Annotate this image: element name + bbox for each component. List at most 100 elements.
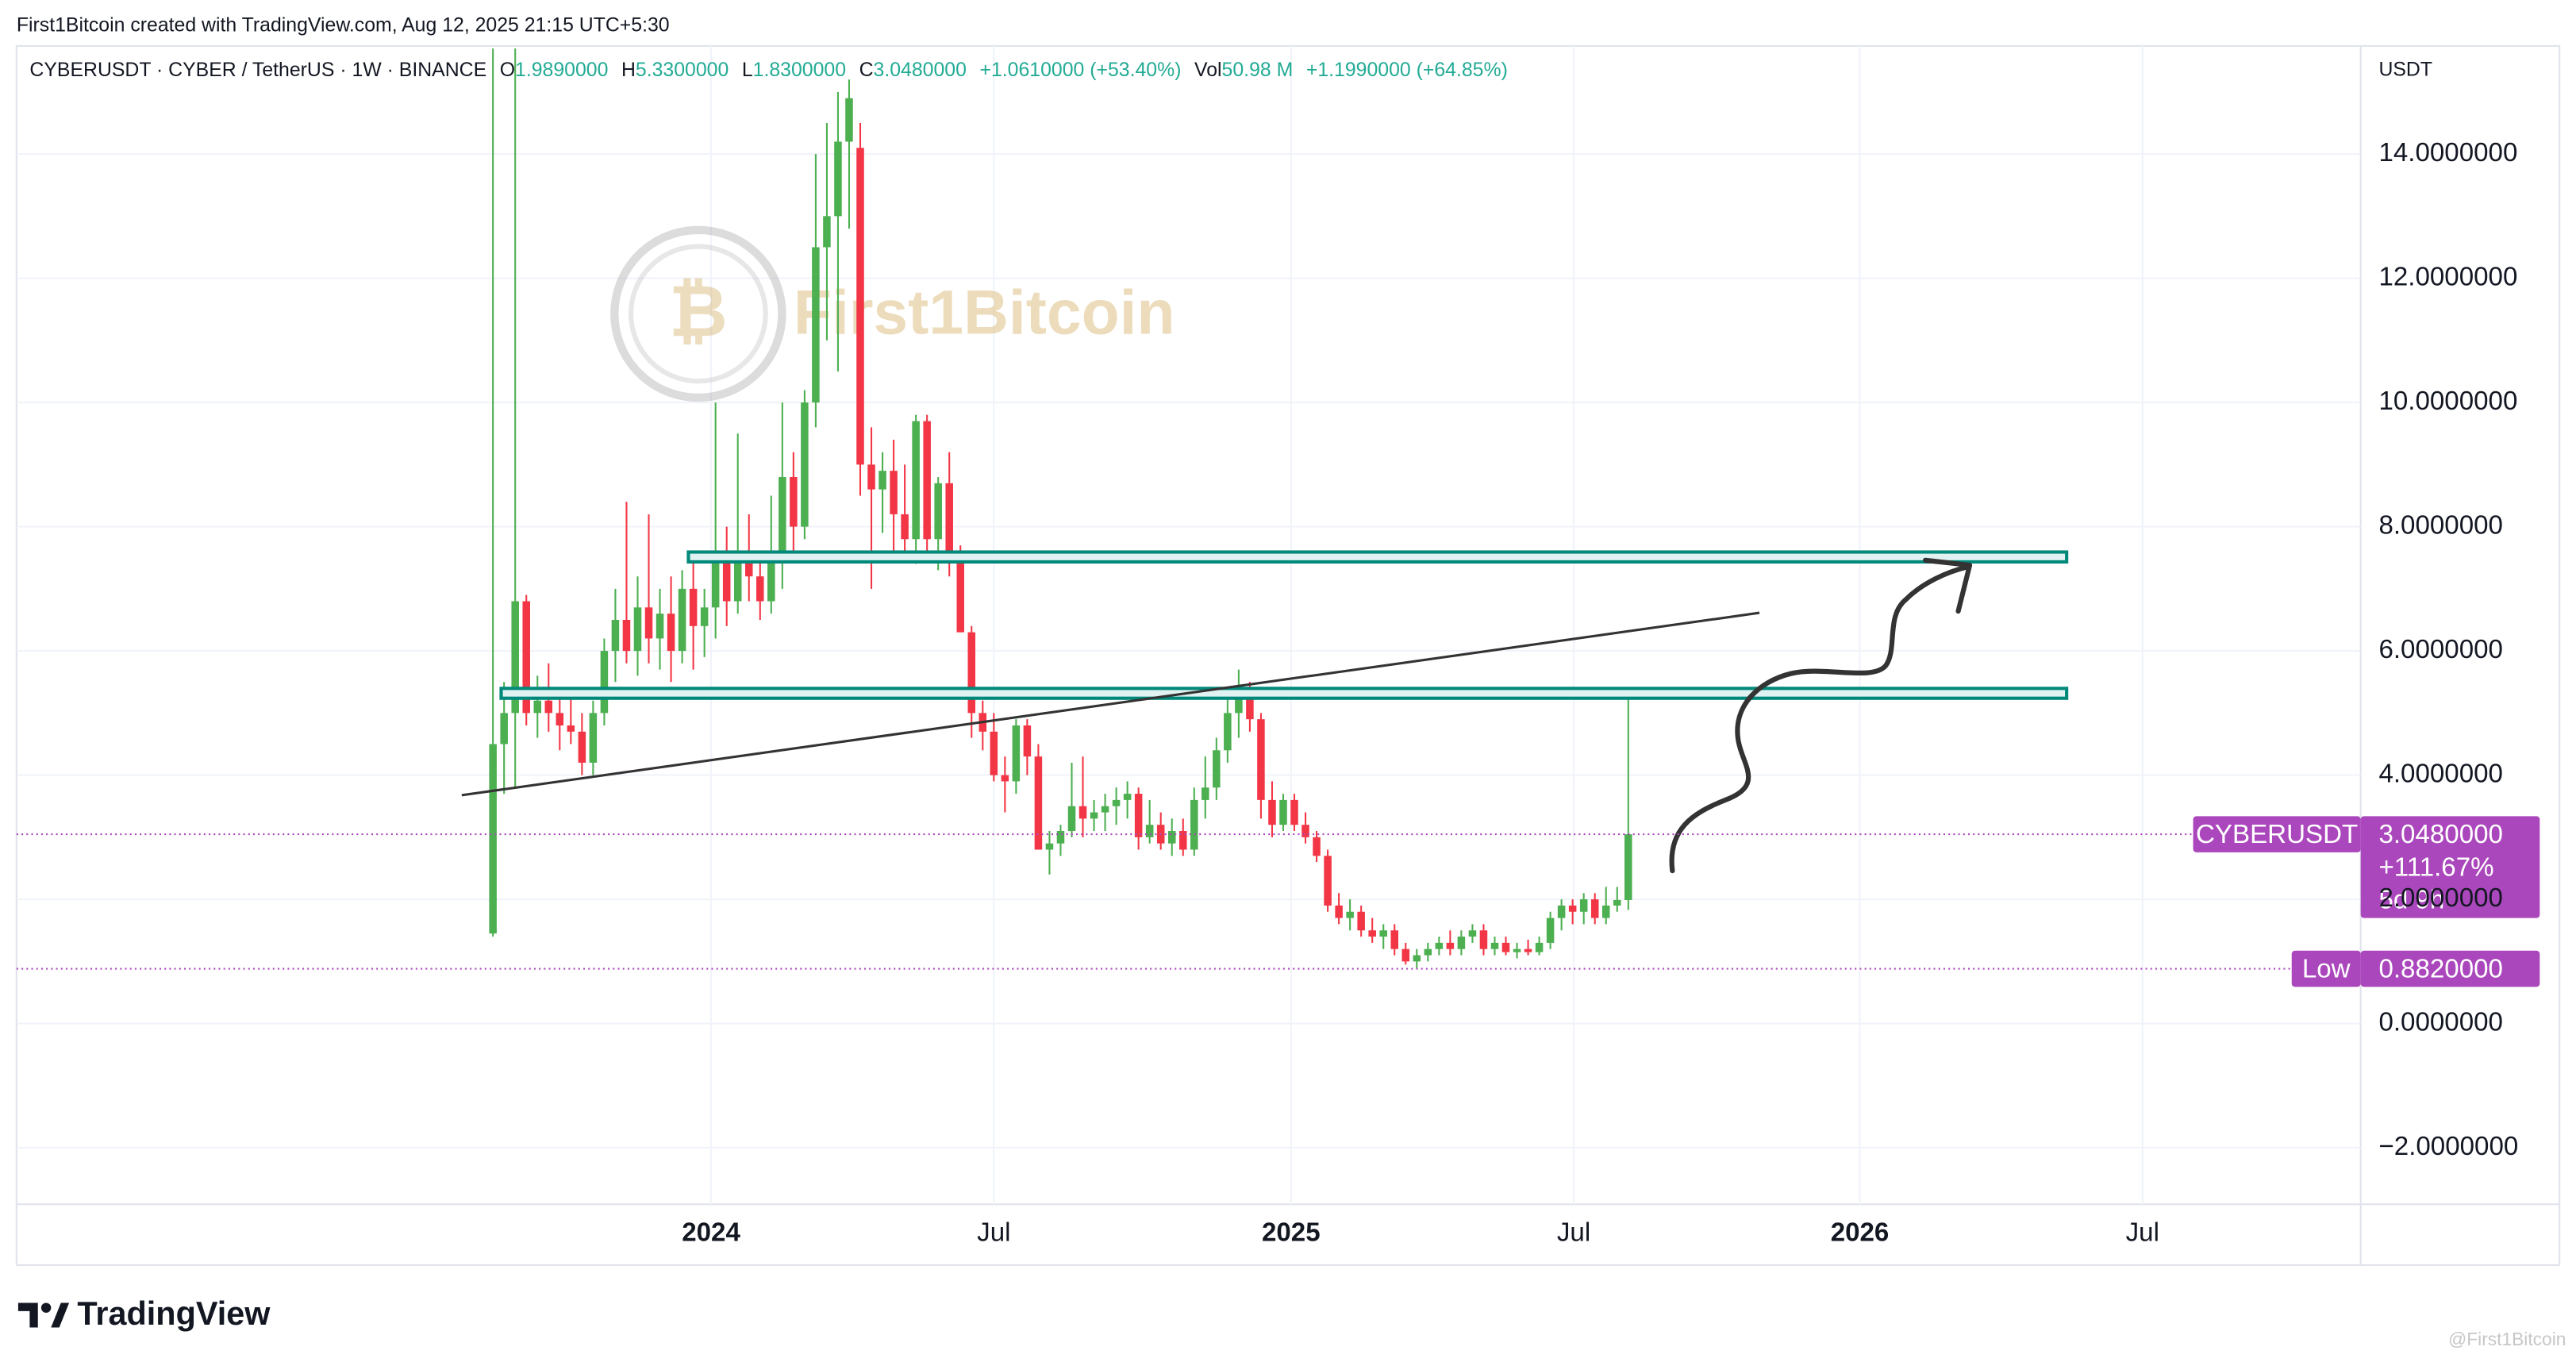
projection-arrow bbox=[1669, 564, 1971, 874]
candle-body bbox=[1624, 834, 1632, 900]
candle-body bbox=[1201, 787, 1209, 800]
candle-body bbox=[622, 619, 631, 652]
candle-body bbox=[1413, 955, 1421, 962]
candle-body bbox=[722, 557, 731, 602]
support-zone bbox=[499, 687, 2069, 700]
tradingview-logo bbox=[17, 1302, 70, 1328]
candle-body bbox=[1435, 942, 1444, 949]
candle-body bbox=[711, 557, 720, 608]
candle-body bbox=[867, 464, 875, 490]
legend-label: Vol bbox=[1194, 60, 1222, 81]
chart-frame bbox=[15, 44, 2561, 1266]
candle-body bbox=[511, 601, 519, 714]
brand: TradingView bbox=[77, 1295, 271, 1332]
x-tick-label: Jul bbox=[2126, 1218, 2159, 1247]
candle-body bbox=[578, 731, 586, 763]
corner-watermark: @First1Bitcoin bbox=[2448, 1329, 2566, 1349]
y-tick-label: 4.0000000 bbox=[2378, 759, 2503, 788]
candle-body bbox=[600, 651, 609, 714]
candle-body bbox=[967, 632, 976, 714]
candle-body bbox=[1145, 825, 1154, 837]
candle-body bbox=[901, 514, 909, 540]
candle-body bbox=[1167, 831, 1176, 844]
price-tag bbox=[2360, 816, 2540, 918]
price-labels: CYBERUSDT 3.0480000 +111.67% 5d 9h Low 0.8820… bbox=[16, 816, 2540, 987]
y-tick-label: 6.0000000 bbox=[2378, 635, 2503, 664]
candle-body bbox=[990, 731, 998, 775]
candle-body bbox=[834, 141, 842, 217]
candle-body bbox=[1546, 918, 1555, 943]
candles bbox=[489, 48, 1632, 969]
candle-body bbox=[1501, 942, 1510, 952]
x-tick-label: Jul bbox=[977, 1218, 1010, 1247]
watermark-text: First1Bitcoin bbox=[794, 277, 1175, 347]
candle-body bbox=[1446, 942, 1455, 949]
candle-body bbox=[1568, 905, 1577, 912]
candle-body bbox=[656, 614, 664, 639]
x-tick-label: 2024 bbox=[682, 1218, 740, 1247]
candle-body bbox=[611, 619, 620, 652]
candle-body bbox=[956, 557, 964, 633]
candle-body bbox=[1134, 794, 1143, 837]
trendline bbox=[461, 611, 1760, 797]
attribution: First1Bitcoin created with TradingView.c… bbox=[17, 15, 670, 37]
candle-body bbox=[1045, 843, 1054, 850]
candle-body bbox=[689, 588, 698, 626]
legend-label: H bbox=[621, 60, 636, 81]
candle-body bbox=[1123, 794, 1132, 800]
candle-body bbox=[1390, 930, 1399, 949]
candle-body bbox=[756, 576, 764, 602]
candle-body bbox=[1513, 948, 1521, 952]
candle-body bbox=[1301, 825, 1309, 837]
symbol-tag bbox=[2193, 816, 2361, 852]
resistance-zone bbox=[686, 550, 2069, 564]
candle-body bbox=[1379, 930, 1387, 937]
candle-body bbox=[1590, 899, 1599, 918]
candle-body bbox=[1001, 775, 1009, 782]
candle-body bbox=[700, 607, 709, 626]
x-tick-label: 2025 bbox=[1262, 1218, 1321, 1247]
candle-body bbox=[1112, 799, 1121, 806]
legend-value: +1.0610000 (+53.40%) bbox=[979, 60, 1181, 81]
grid bbox=[16, 45, 2361, 1205]
candle-body bbox=[667, 614, 675, 652]
candle-body bbox=[1457, 937, 1466, 949]
candle-body bbox=[1401, 948, 1410, 962]
candle-body bbox=[644, 607, 653, 639]
candle-body bbox=[1178, 831, 1187, 850]
unit: USDT bbox=[2378, 60, 2432, 81]
legend-value: 3.0480000 bbox=[874, 60, 967, 81]
candle-body bbox=[1346, 911, 1354, 918]
candle-body bbox=[1078, 806, 1087, 819]
candle-body bbox=[1090, 812, 1098, 819]
candle-body bbox=[556, 713, 564, 725]
symbol-tag-text: Low bbox=[2302, 954, 2351, 983]
candle-body bbox=[744, 551, 753, 577]
candle-body bbox=[1357, 911, 1365, 931]
y-tick-label: 2.0000000 bbox=[2378, 883, 2503, 913]
candle-body bbox=[845, 98, 853, 142]
arrow-head bbox=[1923, 557, 1973, 614]
candle-body bbox=[1101, 806, 1109, 813]
candle-body bbox=[923, 421, 931, 540]
candle-body bbox=[790, 476, 798, 527]
candle-body bbox=[500, 713, 508, 744]
symbol: CYBERUSDT · CYBER / TetherUS · 1W · BINA… bbox=[29, 60, 486, 81]
candle-body bbox=[1324, 856, 1332, 906]
candle-body bbox=[1601, 905, 1610, 918]
y-tick-label: −2.0000000 bbox=[2378, 1132, 2518, 1161]
candle-body bbox=[1490, 942, 1499, 949]
candle-body bbox=[1235, 694, 1243, 714]
candle-body bbox=[945, 483, 953, 558]
candle-body bbox=[733, 551, 742, 602]
candle-body bbox=[544, 700, 553, 714]
watermark-logo: ₿ bbox=[610, 225, 786, 402]
candle-body bbox=[1479, 930, 1488, 949]
candle-body bbox=[1246, 694, 1254, 720]
candle-body bbox=[1224, 713, 1232, 751]
legend-label: O bbox=[500, 60, 515, 81]
candle-body bbox=[1012, 725, 1021, 782]
candle-body bbox=[856, 148, 864, 465]
y-tick-label: 0.0000000 bbox=[2378, 1007, 2503, 1037]
